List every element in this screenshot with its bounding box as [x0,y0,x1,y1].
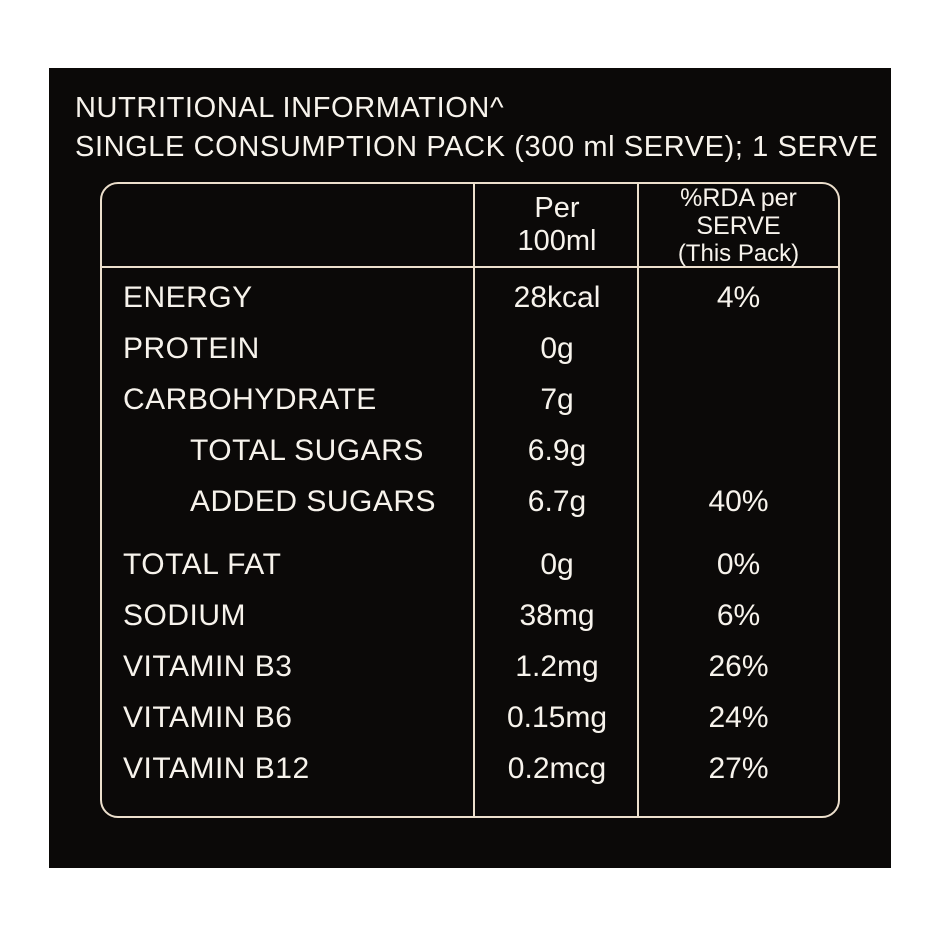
table-row-total-sugars: TOTAL SUGARS 6.9g [102,425,838,476]
nutrient-label: SODIUM [123,598,246,632]
rda-value: 27% [708,751,769,785]
nutrient-label: ENERGY [123,280,253,314]
nutrient-label: VITAMIN B3 [123,649,293,683]
table-row-vitamin-b3: VITAMIN B3 1.2mg 26% [102,641,838,692]
rda-value: 26% [708,649,769,683]
per-100ml-value: 28kcal [513,280,601,314]
per-100ml-value: 1.2mg [515,649,599,683]
table-row-carbohydrate: CARBOHYDRATE 7g [102,374,838,425]
nutrition-label-panel: NUTRITIONAL INFORMATION^ SINGLE CONSUMPT… [49,68,891,868]
nutrient-label: VITAMIN B6 [123,700,293,734]
table-header-row: Per 100ml %RDA per SERVE (This Pack) [102,184,838,268]
header-per-100ml-line2: 100ml [517,225,597,257]
nutrient-label: VITAMIN B12 [123,751,310,785]
rda-value: 6% [716,598,761,632]
column-divider-1 [473,184,475,816]
nutrient-label: TOTAL FAT [123,547,282,581]
table-row-sodium: SODIUM 38mg 6% [102,590,838,641]
table-body: ENERGY 28kcal 4% PROTEIN 0g CARBOHYDRATE… [102,268,838,794]
header-nutrient-column [102,184,475,266]
rda-value: 0% [716,547,761,581]
nutrient-label: PROTEIN [123,331,260,365]
header-rda: %RDA per SERVE (This Pack) [639,183,838,267]
per-100ml-value: 0.15mg [506,700,608,734]
per-100ml-value: 0.2mcg [507,751,607,785]
per-100ml-value: 6.7g [527,484,587,518]
column-divider-2 [637,184,639,816]
table-row-energy: ENERGY 28kcal 4% [102,272,838,323]
per-100ml-value: 38mg [519,598,595,632]
per-100ml-value: 6.9g [527,433,587,467]
rda-value: 24% [708,700,769,734]
header-rda-line2: (This Pack) [677,239,800,267]
table-row-total-fat: TOTAL FAT 0g 0% [102,539,838,590]
per-100ml-value: 7g [540,382,574,416]
per-100ml-value: 0g [540,547,574,581]
nutrient-label: CARBOHYDRATE [123,382,377,416]
nutrient-label: ADDED SUGARS [190,484,437,518]
table-row-vitamin-b6: VITAMIN B6 0.15mg 24% [102,692,838,743]
rda-value: 4% [716,280,761,314]
table-row-vitamin-b12: VITAMIN B12 0.2mcg 27% [102,743,838,794]
nutrition-table: Per 100ml %RDA per SERVE (This Pack) ENE… [100,182,840,818]
header-per-100ml-line1: Per [534,192,580,224]
label-title-line1: NUTRITIONAL INFORMATION^ [75,92,505,124]
label-title-line2: SINGLE CONSUMPTION PACK (300 ml SERVE); … [75,131,879,163]
per-100ml-value: 0g [540,331,574,365]
label-title-block: NUTRITIONAL INFORMATION^ SINGLE CONSUMPT… [75,89,878,167]
nutrient-label: TOTAL SUGARS [190,433,424,467]
header-per-100ml: Per 100ml [475,184,639,266]
rda-value: 40% [708,484,769,518]
table-row-protein: PROTEIN 0g [102,323,838,374]
table-row-added-sugars: ADDED SUGARS 6.7g 40% [102,476,838,527]
header-rda-line1: %RDA per SERVE [680,183,797,240]
